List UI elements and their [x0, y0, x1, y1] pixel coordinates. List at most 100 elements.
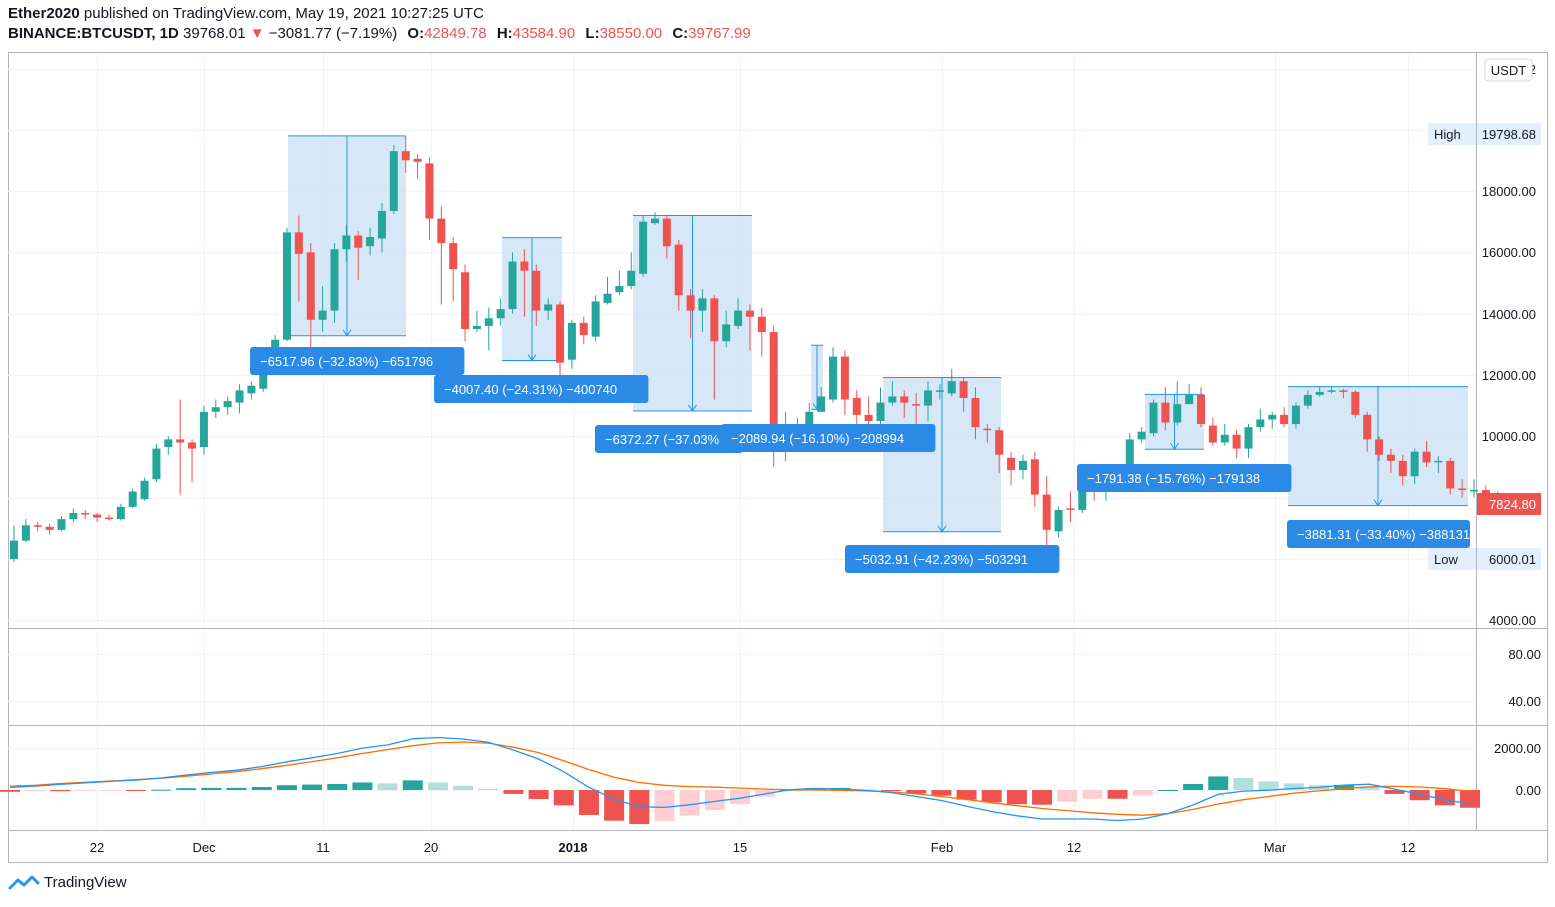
candle-body-69 — [829, 356, 838, 400]
candle-body-49 — [591, 301, 600, 337]
candle-body-98 — [1173, 404, 1182, 423]
candle-body-99 — [1185, 394, 1194, 405]
candle-body-124 — [1481, 489, 1490, 494]
macd-hist-bar-57 — [1434, 790, 1455, 806]
candle-body-62 — [745, 310, 754, 317]
candle-body-63 — [757, 316, 766, 333]
candle-body-102 — [1220, 434, 1229, 443]
candle-body-57 — [686, 295, 695, 311]
candle-body-114 — [1363, 414, 1372, 440]
candle-body-6 — [81, 512, 90, 515]
macd-hist-bar-7 — [176, 788, 197, 790]
candle-body-77 — [923, 390, 932, 406]
candle-body-19 — [235, 390, 244, 403]
last-price-marker-value-bg — [1477, 493, 1541, 515]
macd-hist-bar-51 — [1283, 783, 1304, 790]
candle-body-27 — [330, 249, 339, 311]
candle-body-76 — [912, 404, 921, 406]
candle-body-83 — [995, 430, 1004, 455]
tradingview-brand[interactable]: TradingView — [8, 874, 127, 891]
candle-body-30 — [366, 236, 375, 247]
measure-badge-2[interactable] — [595, 425, 743, 453]
down-arrow-icon: ▼ — [249, 25, 265, 42]
candle-body-37 — [449, 243, 458, 270]
candle-body-105 — [1256, 419, 1265, 428]
axis-labels: 218000.0016000.0014000.0012000.0010000.0… — [90, 62, 1541, 855]
low-value: 38550.00 — [599, 25, 663, 42]
candle-body-45 — [544, 304, 553, 311]
candle-body-42 — [508, 261, 517, 310]
macd-hist-bar-8 — [201, 787, 222, 790]
candle-body-31 — [377, 210, 386, 239]
candle-body-3 — [45, 526, 54, 530]
candle-body-96 — [1149, 402, 1158, 434]
candle-body-29 — [354, 235, 363, 248]
candle-body-14 — [176, 439, 185, 443]
high-marker-label-bg — [1428, 123, 1476, 145]
time-tick-4: 2018 — [559, 840, 588, 855]
candle-body-4 — [57, 519, 66, 530]
low-marker-label-bg — [1428, 548, 1476, 570]
candle-body-38 — [461, 272, 470, 329]
macd-hist-bar-41 — [1032, 790, 1053, 805]
osc-tick-0: 80.00 — [1508, 647, 1541, 662]
candle-body-11 — [140, 480, 149, 500]
candle-body-86 — [1030, 459, 1039, 495]
measure-badge-0[interactable] — [250, 347, 465, 375]
open-label: O: — [407, 25, 425, 42]
candle-body-23 — [283, 232, 292, 340]
low-label: L: — [585, 25, 600, 42]
macd-hist-bar-20 — [503, 790, 524, 794]
macd-hist-bar-21 — [528, 790, 549, 800]
candle-body-21 — [259, 364, 268, 389]
author-name[interactable]: Ether2020 — [8, 5, 80, 22]
time-tick-8: Mar — [1264, 840, 1287, 855]
candle-body-18 — [223, 401, 232, 408]
candle-body-46 — [556, 304, 565, 363]
macd-hist-bar-37 — [931, 790, 952, 796]
price-tick-1: 18000.00 — [1482, 184, 1536, 199]
open-value: 42849.78 — [424, 25, 487, 42]
macd-hist-bar-2 — [50, 790, 71, 792]
symbol-title[interactable]: BINANCE:BTCUSDT, 1D — [8, 25, 179, 42]
measure-badge-1[interactable] — [434, 375, 649, 403]
candle-body-2 — [33, 525, 42, 527]
candle-body-53 — [639, 221, 648, 274]
measure-badge-6[interactable] — [1287, 520, 1470, 548]
macd-hist-bar-17 — [427, 782, 448, 790]
macd-hist-bar-35 — [881, 790, 902, 791]
measure-badge-3[interactable] — [721, 424, 936, 452]
macd-hist-bar-55 — [1384, 790, 1405, 794]
candle-body-70 — [840, 356, 849, 400]
candle-body-43 — [520, 261, 529, 271]
price-tick-6: 4000.00 — [1489, 613, 1536, 628]
candle-body-120 — [1434, 460, 1443, 463]
measurement-labels: −6517.96 (−32.83%) −651796 −4007.40 (−24.… — [250, 347, 1470, 573]
macd-hist-bar-50 — [1258, 781, 1279, 790]
candle-body-71 — [852, 397, 861, 415]
candle-body-113 — [1351, 391, 1360, 415]
macd-hist-bar-0 — [0, 790, 20, 792]
currency-badge[interactable] — [1484, 58, 1533, 82]
measure-label-4: −5032.91 (−42.23%) −503291 — [855, 552, 1028, 567]
measure-badge-4[interactable] — [845, 545, 1060, 573]
macd-hist-bar-3 — [75, 790, 96, 791]
candle-body-17 — [211, 407, 220, 412]
macd-tick-0: 2000.00 — [1494, 741, 1541, 756]
candle-body-59 — [710, 298, 719, 342]
macd-line — [9, 736, 1471, 822]
high-marker-label: High — [1434, 127, 1461, 142]
candle-body-104 — [1244, 427, 1253, 449]
macd-hist-bar-27 — [679, 790, 700, 816]
candle-body-117 — [1398, 460, 1407, 477]
measure-badge-5[interactable] — [1077, 464, 1292, 492]
candle-body-54 — [650, 218, 659, 224]
candle-body-9 — [116, 506, 125, 520]
candle-body-61 — [734, 310, 743, 326]
candle-body-72 — [864, 414, 873, 421]
macd-hist-bar-5 — [125, 790, 146, 791]
macd-hist-bar-48 — [1208, 776, 1229, 790]
candle-body-1 — [21, 525, 30, 541]
candle-body-33 — [401, 151, 410, 161]
